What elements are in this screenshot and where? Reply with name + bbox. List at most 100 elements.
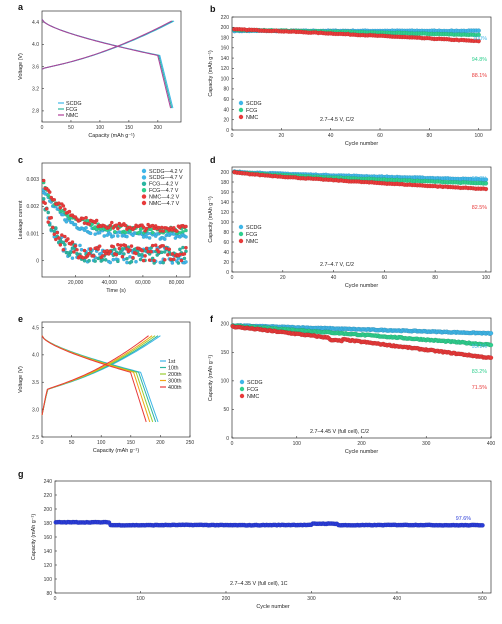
x-tick-label: 0 (54, 596, 57, 602)
x-tick-label: 40 (328, 133, 334, 139)
data-point (79, 247, 84, 252)
data-point (84, 215, 88, 220)
data-point (144, 246, 149, 251)
data-point (73, 244, 78, 248)
x-tick-label: 200 (156, 440, 165, 446)
data-point (119, 249, 123, 254)
y-tick-label: 200 (44, 507, 53, 513)
y-tick-label: 20 (223, 260, 229, 266)
condition-label: 2.7–4.5 V, C/2 (320, 117, 354, 123)
data-point (162, 250, 167, 254)
y-tick-label: 4.0 (32, 353, 39, 359)
data-point (140, 248, 144, 253)
y-tick-label: 160 (221, 190, 230, 196)
data-point (125, 234, 129, 239)
x-tick-label: 250 (186, 440, 195, 446)
data-point (67, 209, 72, 214)
data-point (53, 237, 58, 242)
legend-marker (141, 175, 147, 180)
data-point (480, 522, 485, 528)
data-point (111, 244, 116, 249)
legend-marker (141, 168, 147, 174)
condition-label: 2.7–4.35 V (full cell), 1C (230, 581, 288, 587)
data-point (170, 252, 175, 256)
x-tick-label: 400 (487, 441, 496, 447)
x-tick-label: 200 (154, 125, 163, 131)
panel-e: e 0 50 100 150 200 250 2.5 3.0 3.5 4.0 4.5 Capacity … (18, 314, 194, 454)
x-tick-label: 80 (432, 275, 438, 281)
data-point (41, 178, 46, 183)
data-point (170, 261, 175, 265)
data-point (49, 215, 54, 220)
legend-marker (238, 238, 244, 244)
data-point (120, 254, 125, 259)
data-point (55, 230, 60, 235)
data-point (46, 210, 51, 215)
y-tick-label: 120 (44, 563, 53, 569)
data-point (112, 229, 117, 234)
data-point (116, 226, 120, 231)
y-tick-label: 60 (223, 240, 229, 246)
panel-b: b 0 20 40 60 80 100 0 20 40 60 80 100 120 140 160 180 200… (208, 4, 492, 147)
data-point (147, 236, 152, 240)
x-tick-label: 50 (69, 440, 75, 446)
data-point (100, 253, 105, 258)
data-point (111, 257, 116, 262)
data-point (44, 206, 49, 211)
data-point (87, 251, 91, 256)
x-axis-label: Cycle number (256, 604, 289, 610)
panel-a: a 0 50 100 150 200 2.8 3.2 3.6 4.0 4.4 Capacity (mA… (18, 2, 182, 139)
y-tick-label: 100 (44, 577, 53, 583)
legend-marker (239, 393, 245, 399)
y-tick-label: 0 (36, 259, 39, 265)
data-point (153, 243, 158, 248)
y-axis-label: Capacity (mAh g⁻¹) (208, 196, 214, 242)
y-tick-label: 140 (44, 549, 53, 555)
data-point (108, 249, 113, 254)
panel-letter: g (18, 469, 24, 479)
x-tick-label: 80 (427, 133, 433, 139)
data-point (46, 220, 51, 224)
legend-entry: 400th (168, 385, 182, 391)
x-axis-label: Cycle number (345, 449, 378, 455)
data-point (52, 197, 57, 202)
y-tick-label: 4.0 (32, 42, 39, 48)
legend-entry: 200th (168, 372, 182, 378)
x-tick-label: 100 (96, 125, 105, 131)
charge-curve (41, 20, 174, 70)
legend-marker (238, 100, 244, 106)
x-tick-label: 0 (231, 275, 234, 281)
y-tick-label: 0.003 (26, 177, 39, 183)
y-tick-label: 4.4 (32, 20, 39, 26)
y-axis-label: Capacity (mAh g⁻¹) (31, 514, 37, 560)
data-point (94, 218, 99, 223)
data-point (144, 226, 149, 231)
data-point (125, 256, 129, 261)
data-point (53, 226, 58, 230)
x-tick-label: 300 (422, 441, 431, 447)
y-axis-label: Capacity (mAh g⁻¹) (208, 355, 214, 401)
y-tick-label: 80 (223, 230, 229, 236)
data-point (125, 260, 129, 265)
data-point (149, 249, 153, 254)
data-point (108, 232, 113, 236)
data-point (123, 243, 128, 248)
legend-marker (239, 379, 245, 385)
x-tick-label: 60 (377, 133, 383, 139)
retention-label: 93.1% (472, 344, 487, 350)
data-point (159, 225, 164, 230)
x-tick-label: 20,000 (68, 280, 84, 286)
legend-entry: FCG (246, 232, 257, 238)
data-point (81, 255, 85, 260)
legend-entry: SCDG (246, 101, 262, 107)
data-point (161, 229, 166, 233)
legend-entry: NMC (66, 113, 78, 119)
data-point (70, 246, 75, 251)
y-tick-label: 140 (221, 200, 230, 206)
y-tick-label: 0 (226, 436, 229, 442)
data-point (141, 258, 146, 263)
data-point (129, 244, 134, 248)
data-point (184, 245, 188, 250)
panel-letter: e (18, 314, 23, 324)
